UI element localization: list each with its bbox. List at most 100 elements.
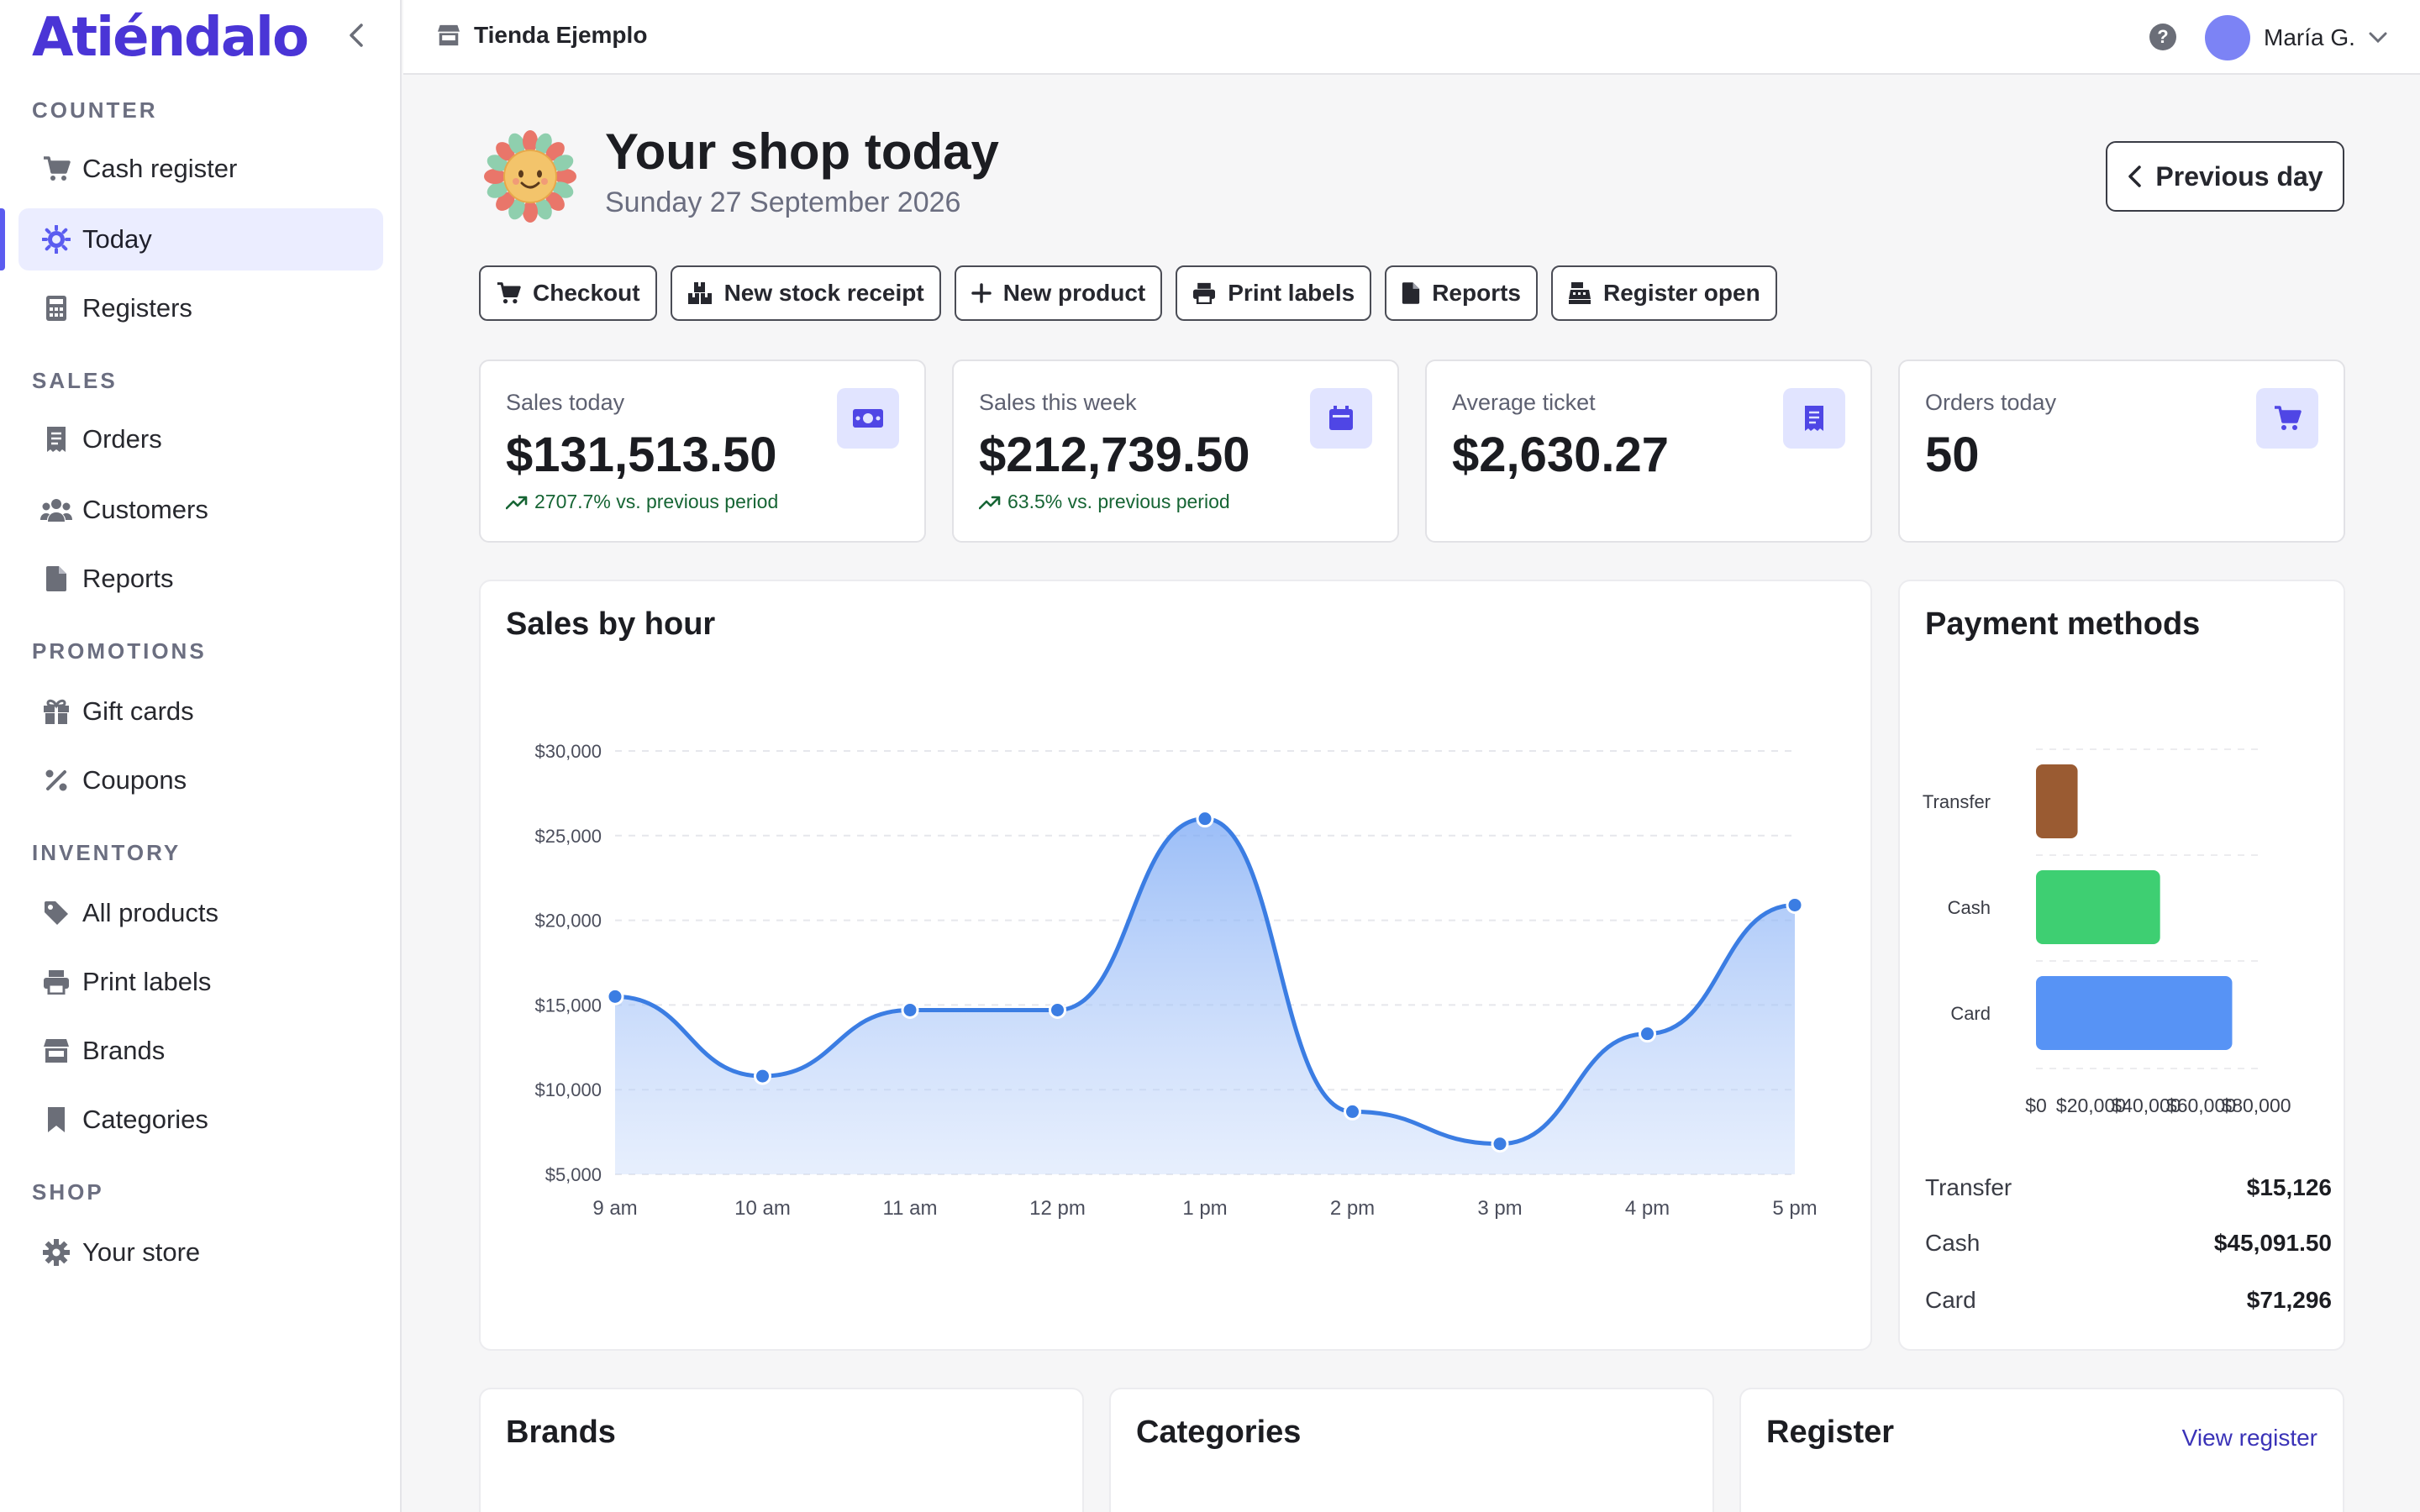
print-labels-button[interactable]: Print labels bbox=[1176, 265, 1372, 321]
percent-icon bbox=[18, 769, 82, 792]
data-point bbox=[1344, 1102, 1361, 1121]
users-icon bbox=[18, 497, 82, 522]
payment-name: Cash bbox=[1925, 1230, 1981, 1256]
sidebar-item-customers[interactable]: Customers bbox=[18, 479, 383, 541]
kpi-label: Orders today bbox=[1925, 390, 2057, 415]
payment-row-cash: Cash $45,091.50 bbox=[1925, 1230, 2332, 1257]
sidebar-item-brands[interactable]: Brands bbox=[18, 1020, 383, 1082]
sidebar-item-gift-cards[interactable]: Gift cards bbox=[18, 680, 383, 743]
sidebar-item-coupons[interactable]: Coupons bbox=[18, 749, 383, 811]
action-label: Checkout bbox=[533, 280, 640, 306]
collapse-sidebar-button[interactable] bbox=[339, 18, 373, 52]
card-title: Register bbox=[1766, 1415, 1895, 1450]
file-icon bbox=[1402, 282, 1420, 304]
printer-icon bbox=[1193, 282, 1216, 304]
data-point bbox=[1639, 1025, 1656, 1043]
sidebar-item-print-labels[interactable]: Print labels bbox=[18, 951, 383, 1013]
payment-value: $71,296 bbox=[2246, 1287, 2332, 1313]
sidebar-item-label: Reports bbox=[82, 564, 174, 593]
section-label-promotions: PROMOTIONS bbox=[32, 638, 207, 664]
x-tick-label: 3 pm bbox=[1477, 1197, 1522, 1220]
sidebar-item-label: Today bbox=[82, 224, 152, 254]
printer-icon bbox=[18, 969, 82, 995]
y-category-label: Card bbox=[1950, 1003, 1991, 1024]
sidebar-item-all-products[interactable]: All products bbox=[18, 882, 383, 944]
new-product-button[interactable]: New product bbox=[954, 265, 1163, 321]
kpi-label: Average ticket bbox=[1452, 390, 1596, 415]
chevron-left-icon bbox=[350, 24, 363, 47]
kpi-sales-week: Sales this week $212,739.50 63.5% vs. pr… bbox=[952, 360, 1399, 543]
x-tick-label: 2 pm bbox=[1330, 1197, 1375, 1220]
action-label: New stock receipt bbox=[723, 280, 924, 306]
payment-name: Transfer bbox=[1925, 1174, 2012, 1200]
payment-value: $15,126 bbox=[2246, 1174, 2332, 1200]
sidebar-item-today[interactable]: Today bbox=[18, 208, 383, 270]
data-point bbox=[1786, 895, 1804, 914]
x-tick-label: 9 am bbox=[592, 1197, 637, 1220]
previous-day-label: Previous day bbox=[2155, 160, 2323, 192]
kpi-value: $2,630.27 bbox=[1452, 428, 1670, 482]
kpi-average-ticket: Average ticket $2,630.27 bbox=[1425, 360, 1872, 543]
card-title: Brands bbox=[506, 1415, 616, 1450]
payment-row-transfer: Transfer $15,126 bbox=[1925, 1174, 2332, 1201]
x-tick-label: 1 pm bbox=[1182, 1197, 1227, 1220]
card-title: Categories bbox=[1136, 1415, 1302, 1450]
action-label: Reports bbox=[1432, 280, 1521, 306]
data-point bbox=[1049, 1000, 1066, 1019]
data-point bbox=[606, 987, 624, 1005]
sidebar-item-label: Registers bbox=[82, 293, 192, 323]
sidebar-item-cash-register[interactable]: Cash register bbox=[18, 138, 383, 200]
calculator-icon bbox=[18, 295, 82, 322]
x-tick-label: $0 bbox=[2025, 1095, 2047, 1116]
y-category-label: Transfer bbox=[1923, 791, 1991, 812]
area-fill bbox=[615, 818, 1795, 1174]
reports-button[interactable]: Reports bbox=[1385, 265, 1538, 321]
trend-up-icon bbox=[979, 496, 1001, 509]
active-indicator bbox=[0, 208, 5, 270]
calendar-icon bbox=[1310, 388, 1372, 449]
kpi-orders-today: Orders today 50 bbox=[1898, 360, 2345, 543]
y-tick-label: $25,000 bbox=[534, 826, 602, 847]
checkout-button[interactable]: Checkout bbox=[479, 265, 657, 321]
sidebar-item-categories[interactable]: Categories bbox=[18, 1089, 383, 1151]
sidebar-item-label: Categories bbox=[82, 1105, 208, 1134]
app-logo[interactable]: Atiéndalo bbox=[32, 7, 309, 69]
sidebar-item-label: Orders bbox=[82, 424, 162, 454]
plus-icon bbox=[971, 283, 992, 303]
cart-icon bbox=[18, 155, 82, 182]
page-date: Sunday 27 September 2026 bbox=[605, 186, 961, 218]
store-name: Tienda Ejemplo bbox=[474, 22, 648, 48]
data-point bbox=[1491, 1135, 1509, 1153]
register-card: Register View register bbox=[1739, 1388, 2344, 1512]
payment-name: Card bbox=[1925, 1287, 1976, 1313]
kpi-sales-today: Sales today $131,513.50 2707.7% vs. prev… bbox=[479, 360, 926, 543]
series-line bbox=[614, 816, 1796, 1147]
payment-row-card: Card $71,296 bbox=[1925, 1287, 2332, 1314]
sidebar-item-reports[interactable]: Reports bbox=[18, 548, 383, 610]
kpi-label: Sales today bbox=[506, 390, 625, 415]
kpi-value: $212,739.50 bbox=[979, 428, 1250, 482]
action-label: New product bbox=[1002, 280, 1146, 306]
x-tick-label: $60,000 bbox=[2166, 1095, 2236, 1116]
chevron-down-icon bbox=[2369, 32, 2387, 44]
register-open-button[interactable]: Register open bbox=[1550, 265, 1777, 321]
sidebar-item-label: Brands bbox=[82, 1036, 166, 1065]
store-switcher[interactable]: Tienda Ejemplo bbox=[437, 22, 647, 49]
kpi-trend: 63.5% vs. previous period bbox=[979, 491, 1230, 513]
sidebar-item-registers[interactable]: Registers bbox=[18, 277, 383, 339]
boxes-icon bbox=[687, 282, 712, 304]
gift-icon bbox=[18, 698, 82, 725]
previous-day-button[interactable]: Previous day bbox=[2106, 141, 2344, 212]
help-icon[interactable]: ? bbox=[2149, 24, 2176, 50]
user-menu[interactable]: María G. bbox=[2205, 15, 2387, 60]
sidebar-item-your-store[interactable]: Your store bbox=[18, 1221, 383, 1284]
x-tick-label: 10 am bbox=[734, 1197, 791, 1220]
sidebar-item-label: Your store bbox=[82, 1237, 201, 1267]
kpi-value: 50 bbox=[1925, 428, 1980, 482]
bar bbox=[2036, 976, 2233, 1050]
new-stock-receipt-button[interactable]: New stock receipt bbox=[670, 265, 941, 321]
view-register-link[interactable]: View register bbox=[2181, 1425, 2317, 1451]
cart-icon bbox=[2256, 388, 2318, 449]
bookmark-icon bbox=[18, 1106, 82, 1133]
sidebar-item-orders[interactable]: Orders bbox=[18, 408, 383, 470]
